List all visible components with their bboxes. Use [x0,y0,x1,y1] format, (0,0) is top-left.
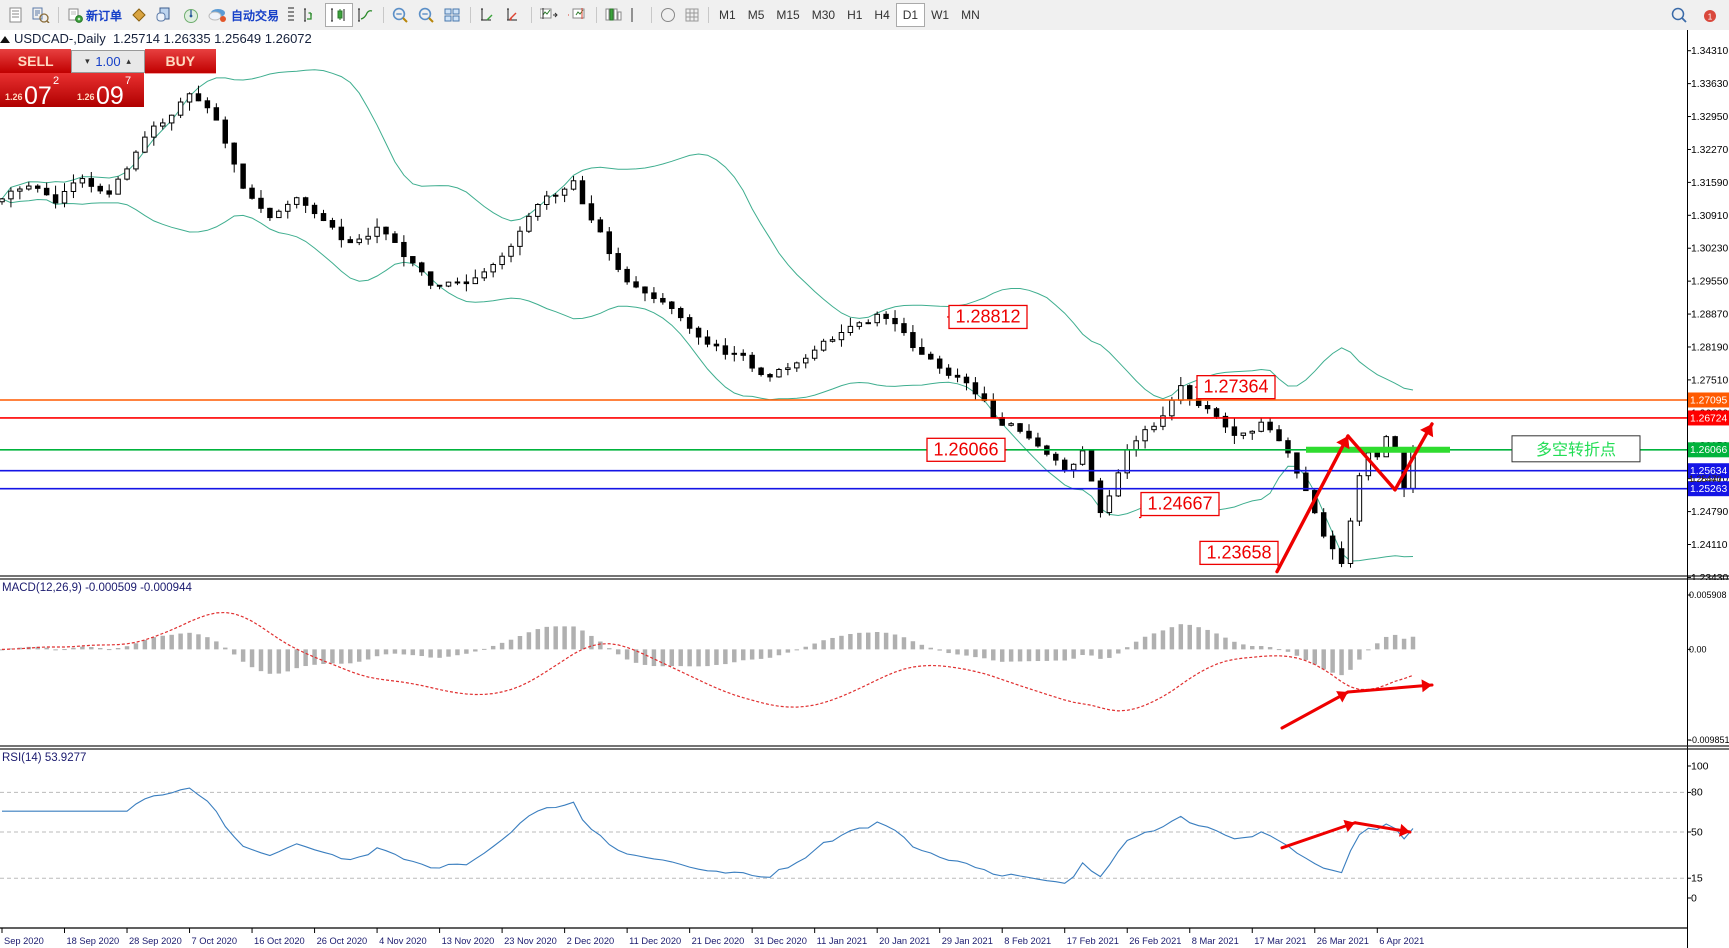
svg-text:1.26724: 1.26724 [1690,413,1727,424]
svg-text:1: 1 [1708,12,1713,22]
svg-text:1.34310: 1.34310 [1691,46,1728,57]
svg-text:11 Dec 2020: 11 Dec 2020 [629,936,681,946]
svg-text:15: 15 [1691,873,1703,885]
svg-text:1.25470: 1.25470 [1689,474,1722,484]
svg-text:17 Mar 2021: 17 Mar 2021 [1254,936,1306,946]
svg-text:Sep 2020: Sep 2020 [4,936,44,946]
svg-text:1.23658: 1.23658 [1206,542,1271,562]
svg-text:1.25263: 1.25263 [1690,484,1727,495]
svg-text:26 Mar 2021: 26 Mar 2021 [1317,936,1369,946]
svg-text:26 Feb 2021: 26 Feb 2021 [1129,936,1181,946]
svg-text:31 Dec 2020: 31 Dec 2020 [754,936,807,946]
svg-text:1.32950: 1.32950 [1691,112,1728,123]
svg-text:1.27364: 1.27364 [1203,377,1268,397]
svg-text:2 Dec 2020: 2 Dec 2020 [567,936,615,946]
svg-text:MACD(12,26,9) -0.000509 -0.000: MACD(12,26,9) -0.000509 -0.000944 [2,582,192,594]
svg-text:1.28870: 1.28870 [1691,310,1728,321]
svg-text:8 Mar 2021: 8 Mar 2021 [1192,936,1239,946]
svg-text:1.30230: 1.30230 [1691,244,1728,255]
svg-text:多空转折点: 多空转折点 [1536,441,1616,459]
svg-text:80: 80 [1691,787,1703,799]
svg-text:11 Jan 2021: 11 Jan 2021 [817,936,868,946]
svg-text:1.31590: 1.31590 [1691,178,1728,189]
svg-text:1.30910: 1.30910 [1691,211,1728,222]
svg-text:1.32270: 1.32270 [1691,145,1728,156]
svg-text:1.24790: 1.24790 [1691,507,1728,518]
svg-text:28 Sep 2020: 28 Sep 2020 [129,936,182,946]
svg-text:13 Nov 2020: 13 Nov 2020 [442,936,495,946]
svg-text:1.28190: 1.28190 [1691,342,1728,353]
svg-text:-0.009851: -0.009851 [1689,735,1729,745]
svg-text:17 Feb 2021: 17 Feb 2021 [1067,936,1119,946]
svg-text:50: 50 [1691,826,1703,838]
svg-text:20 Jan 2021: 20 Jan 2021 [879,936,930,946]
svg-text:0: 0 [1691,892,1697,904]
svg-text:6 Apr 2021: 6 Apr 2021 [1379,936,1424,946]
svg-text:1.23430: 1.23430 [1691,573,1728,580]
svg-text:8 Feb 2021: 8 Feb 2021 [1004,936,1051,946]
svg-text:1.27095: 1.27095 [1690,395,1727,406]
svg-text:26 Oct 2020: 26 Oct 2020 [317,936,368,946]
svg-text:1.29550: 1.29550 [1691,277,1728,288]
svg-text:0.00: 0.00 [1689,644,1707,654]
svg-text:1.26066: 1.26066 [933,439,998,459]
svg-text:4 Nov 2020: 4 Nov 2020 [379,936,427,946]
svg-text:16 Oct 2020: 16 Oct 2020 [254,936,305,946]
svg-text:RSI(14) 53.9277: RSI(14) 53.9277 [2,752,86,764]
svg-text:100: 100 [1691,760,1709,772]
svg-text:1.33630: 1.33630 [1691,79,1728,90]
svg-text:0.005908: 0.005908 [1689,590,1727,600]
svg-text:23 Nov 2020: 23 Nov 2020 [504,936,557,946]
svg-text:1.28812: 1.28812 [955,306,1020,326]
svg-text:1.26066: 1.26066 [1690,445,1727,456]
svg-text:29 Jan 2021: 29 Jan 2021 [942,936,993,946]
svg-text:1.24667: 1.24667 [1147,494,1212,514]
svg-text:7 Oct 2020: 7 Oct 2020 [192,936,237,946]
svg-text:1.27510: 1.27510 [1691,375,1728,386]
svg-text:1.24110: 1.24110 [1691,540,1728,551]
svg-text:21 Dec 2020: 21 Dec 2020 [692,936,745,946]
svg-text:18 Sep 2020: 18 Sep 2020 [67,936,120,946]
